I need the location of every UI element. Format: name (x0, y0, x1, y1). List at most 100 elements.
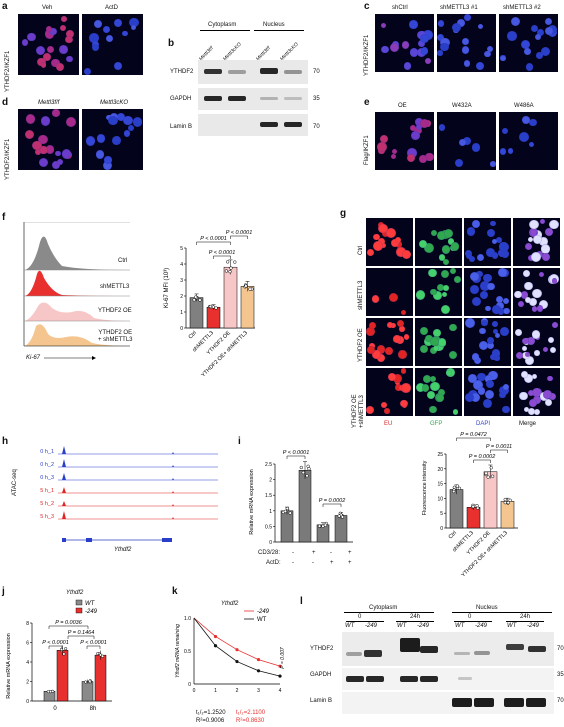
cell (386, 227, 396, 238)
panel-e-col-3: W486A (514, 103, 534, 109)
x-tick-label: 8h (90, 706, 97, 712)
panel-b-group-line-2 (254, 30, 304, 31)
cell (379, 134, 388, 144)
panel-a-col-2: ActD (105, 5, 119, 11)
cell (499, 392, 506, 399)
cell (539, 237, 548, 246)
cell (132, 117, 143, 127)
data-point (256, 657, 261, 662)
panel-l-row-3: Lamin B (310, 698, 333, 704)
cell (500, 55, 506, 61)
category-label: Ctrl (188, 330, 198, 340)
cell (516, 352, 524, 360)
cell (387, 322, 393, 328)
cell (416, 124, 423, 131)
bar (240, 286, 255, 329)
data-point (51, 689, 55, 693)
panel-f-histograms (23, 222, 130, 360)
cell (104, 156, 112, 164)
data-point (340, 515, 345, 519)
cell (463, 60, 471, 67)
significance-bracket (86, 645, 101, 649)
panel-b-group-2: Nucleus (263, 22, 285, 28)
cell (452, 409, 459, 416)
cell (444, 229, 454, 239)
y-tick-label: 4 (26, 660, 29, 666)
cell (523, 48, 531, 55)
cell (491, 252, 499, 259)
cell (433, 345, 439, 351)
cell (476, 270, 483, 277)
cell (515, 328, 523, 336)
panel-d-col-1: Mettl3f/f (38, 100, 60, 106)
panel-g-grid (366, 218, 562, 418)
cell (400, 310, 407, 316)
cell (438, 254, 445, 261)
cell (400, 399, 408, 408)
track-peak-minor (172, 465, 174, 467)
cell (388, 292, 399, 303)
cell (419, 33, 429, 43)
panel-l-mw-1: 70 (557, 646, 564, 652)
cell (522, 345, 528, 351)
gene-exon (162, 538, 172, 542)
cell (415, 382, 425, 392)
cell (544, 17, 553, 26)
x-tick-label: 4 (279, 688, 282, 694)
data-point (235, 659, 239, 664)
cell (366, 327, 375, 337)
data-point (248, 287, 252, 291)
panel-f-hist-label-2: shMETTL3 (100, 284, 130, 290)
cell (507, 148, 514, 154)
panel-i-t2-v1: - (292, 560, 294, 566)
micrograph-g-2-2 (415, 268, 462, 316)
cell (415, 290, 426, 300)
track-peak (62, 487, 66, 493)
cell (532, 387, 542, 397)
cell (484, 374, 493, 383)
cell (56, 158, 64, 166)
cell (542, 252, 550, 261)
panel-l-lane-8: -249 (527, 623, 540, 629)
cell (486, 248, 496, 257)
cell (536, 52, 543, 59)
panel-g-row-4: YTHDF2 OE +shMETTL3 (352, 394, 365, 428)
panel-l-row-1: YTHDF2 (310, 646, 334, 652)
cell (464, 14, 471, 22)
cell (458, 138, 466, 146)
panel-f-hist-label-1: Ctrl (118, 258, 128, 264)
cell (520, 370, 528, 378)
p-value-label: P < 0.0001 (200, 236, 227, 242)
decay-curve (193, 617, 281, 677)
cell (432, 290, 442, 300)
significance-bracket (48, 625, 89, 629)
micrograph-g-1-4 (513, 218, 560, 266)
panel-c-col-1: shCtrl (392, 5, 408, 11)
data-point (224, 269, 229, 273)
blot-l-laminb (342, 692, 554, 714)
micrograph-a2 (82, 14, 143, 75)
significance-bracket (230, 235, 248, 239)
panel-g-col-1: EU (384, 421, 393, 427)
cell (531, 373, 538, 380)
cell (399, 326, 405, 332)
cell (443, 285, 449, 291)
track-label: 0 h_3 (40, 475, 54, 481)
panel-h-tracks: 0 h_1 0 h_2 0 h_3 5 h_1 5 h_2 5 h_3 (40, 446, 218, 542)
cell (497, 308, 505, 315)
panel-k-label: k (172, 586, 178, 597)
cell (486, 341, 495, 350)
track-peak-minor (172, 517, 174, 519)
panel-i-t2-v3: + (330, 560, 334, 566)
cell (507, 31, 518, 41)
cell (548, 392, 557, 401)
cell (536, 28, 545, 37)
cell (449, 351, 458, 360)
gene-exon (86, 538, 92, 542)
cell (389, 43, 400, 53)
panel-l-time-line-1 (346, 621, 384, 622)
cell (547, 375, 553, 382)
cell (543, 346, 549, 352)
cell (55, 62, 65, 72)
cell (51, 160, 60, 169)
